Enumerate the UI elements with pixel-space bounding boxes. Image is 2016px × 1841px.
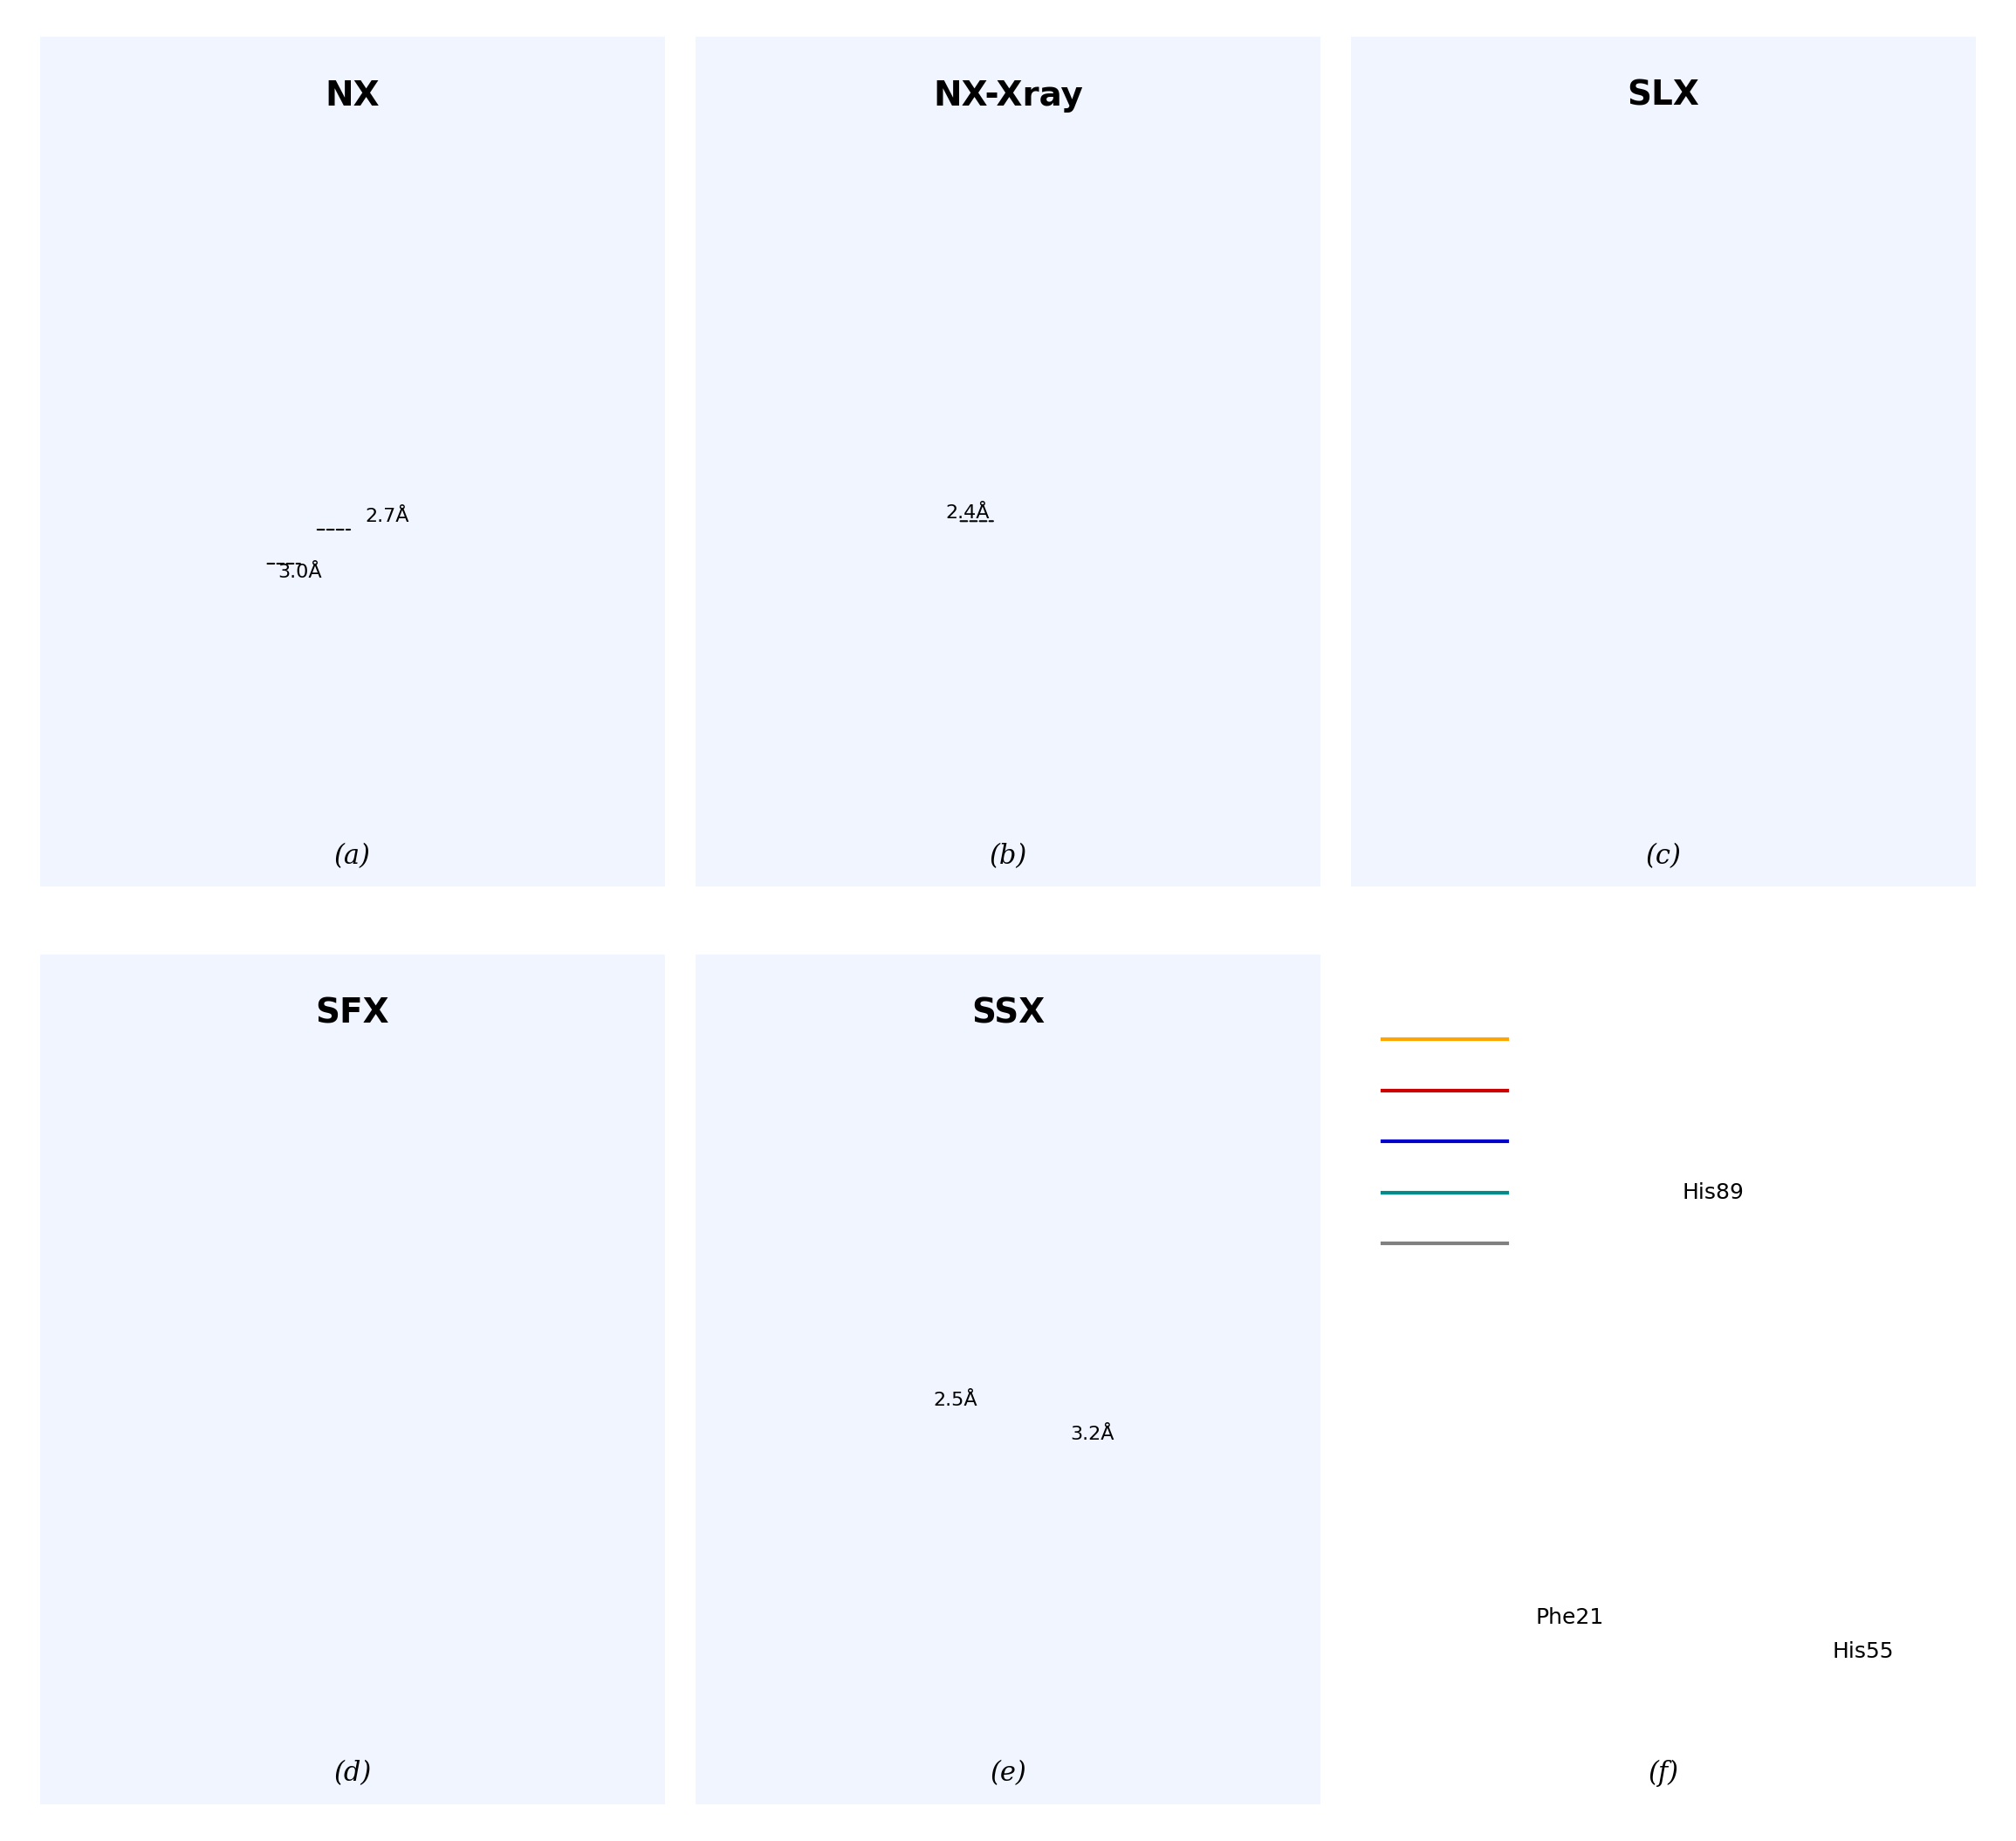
Text: 3.2Å: 3.2Å [1070,1425,1115,1443]
Text: (e): (e) [990,1760,1026,1788]
Text: (d): (d) [333,1760,371,1788]
Text: NX-Xray: NX-Xray [933,79,1083,112]
Text: 2.5Å: 2.5Å [933,1392,978,1410]
Text: Phe21: Phe21 [1536,1607,1605,1627]
Text: 2.4Å: 2.4Å [946,504,990,521]
Text: (c): (c) [1645,843,1681,869]
Text: 3.0Å: 3.0Å [278,563,323,582]
Text: (a): (a) [335,843,371,869]
Text: (f): (f) [1649,1760,1679,1788]
Text: His89: His89 [1683,1182,1744,1202]
Text: 2.7Å: 2.7Å [365,508,409,527]
Text: NX: NX [325,79,379,112]
Text: SLX: SLX [1627,79,1699,112]
Text: SSX: SSX [972,998,1044,1031]
Text: SFX: SFX [317,998,389,1031]
Text: His55: His55 [1833,1640,1895,1662]
Text: (b): (b) [990,843,1026,869]
